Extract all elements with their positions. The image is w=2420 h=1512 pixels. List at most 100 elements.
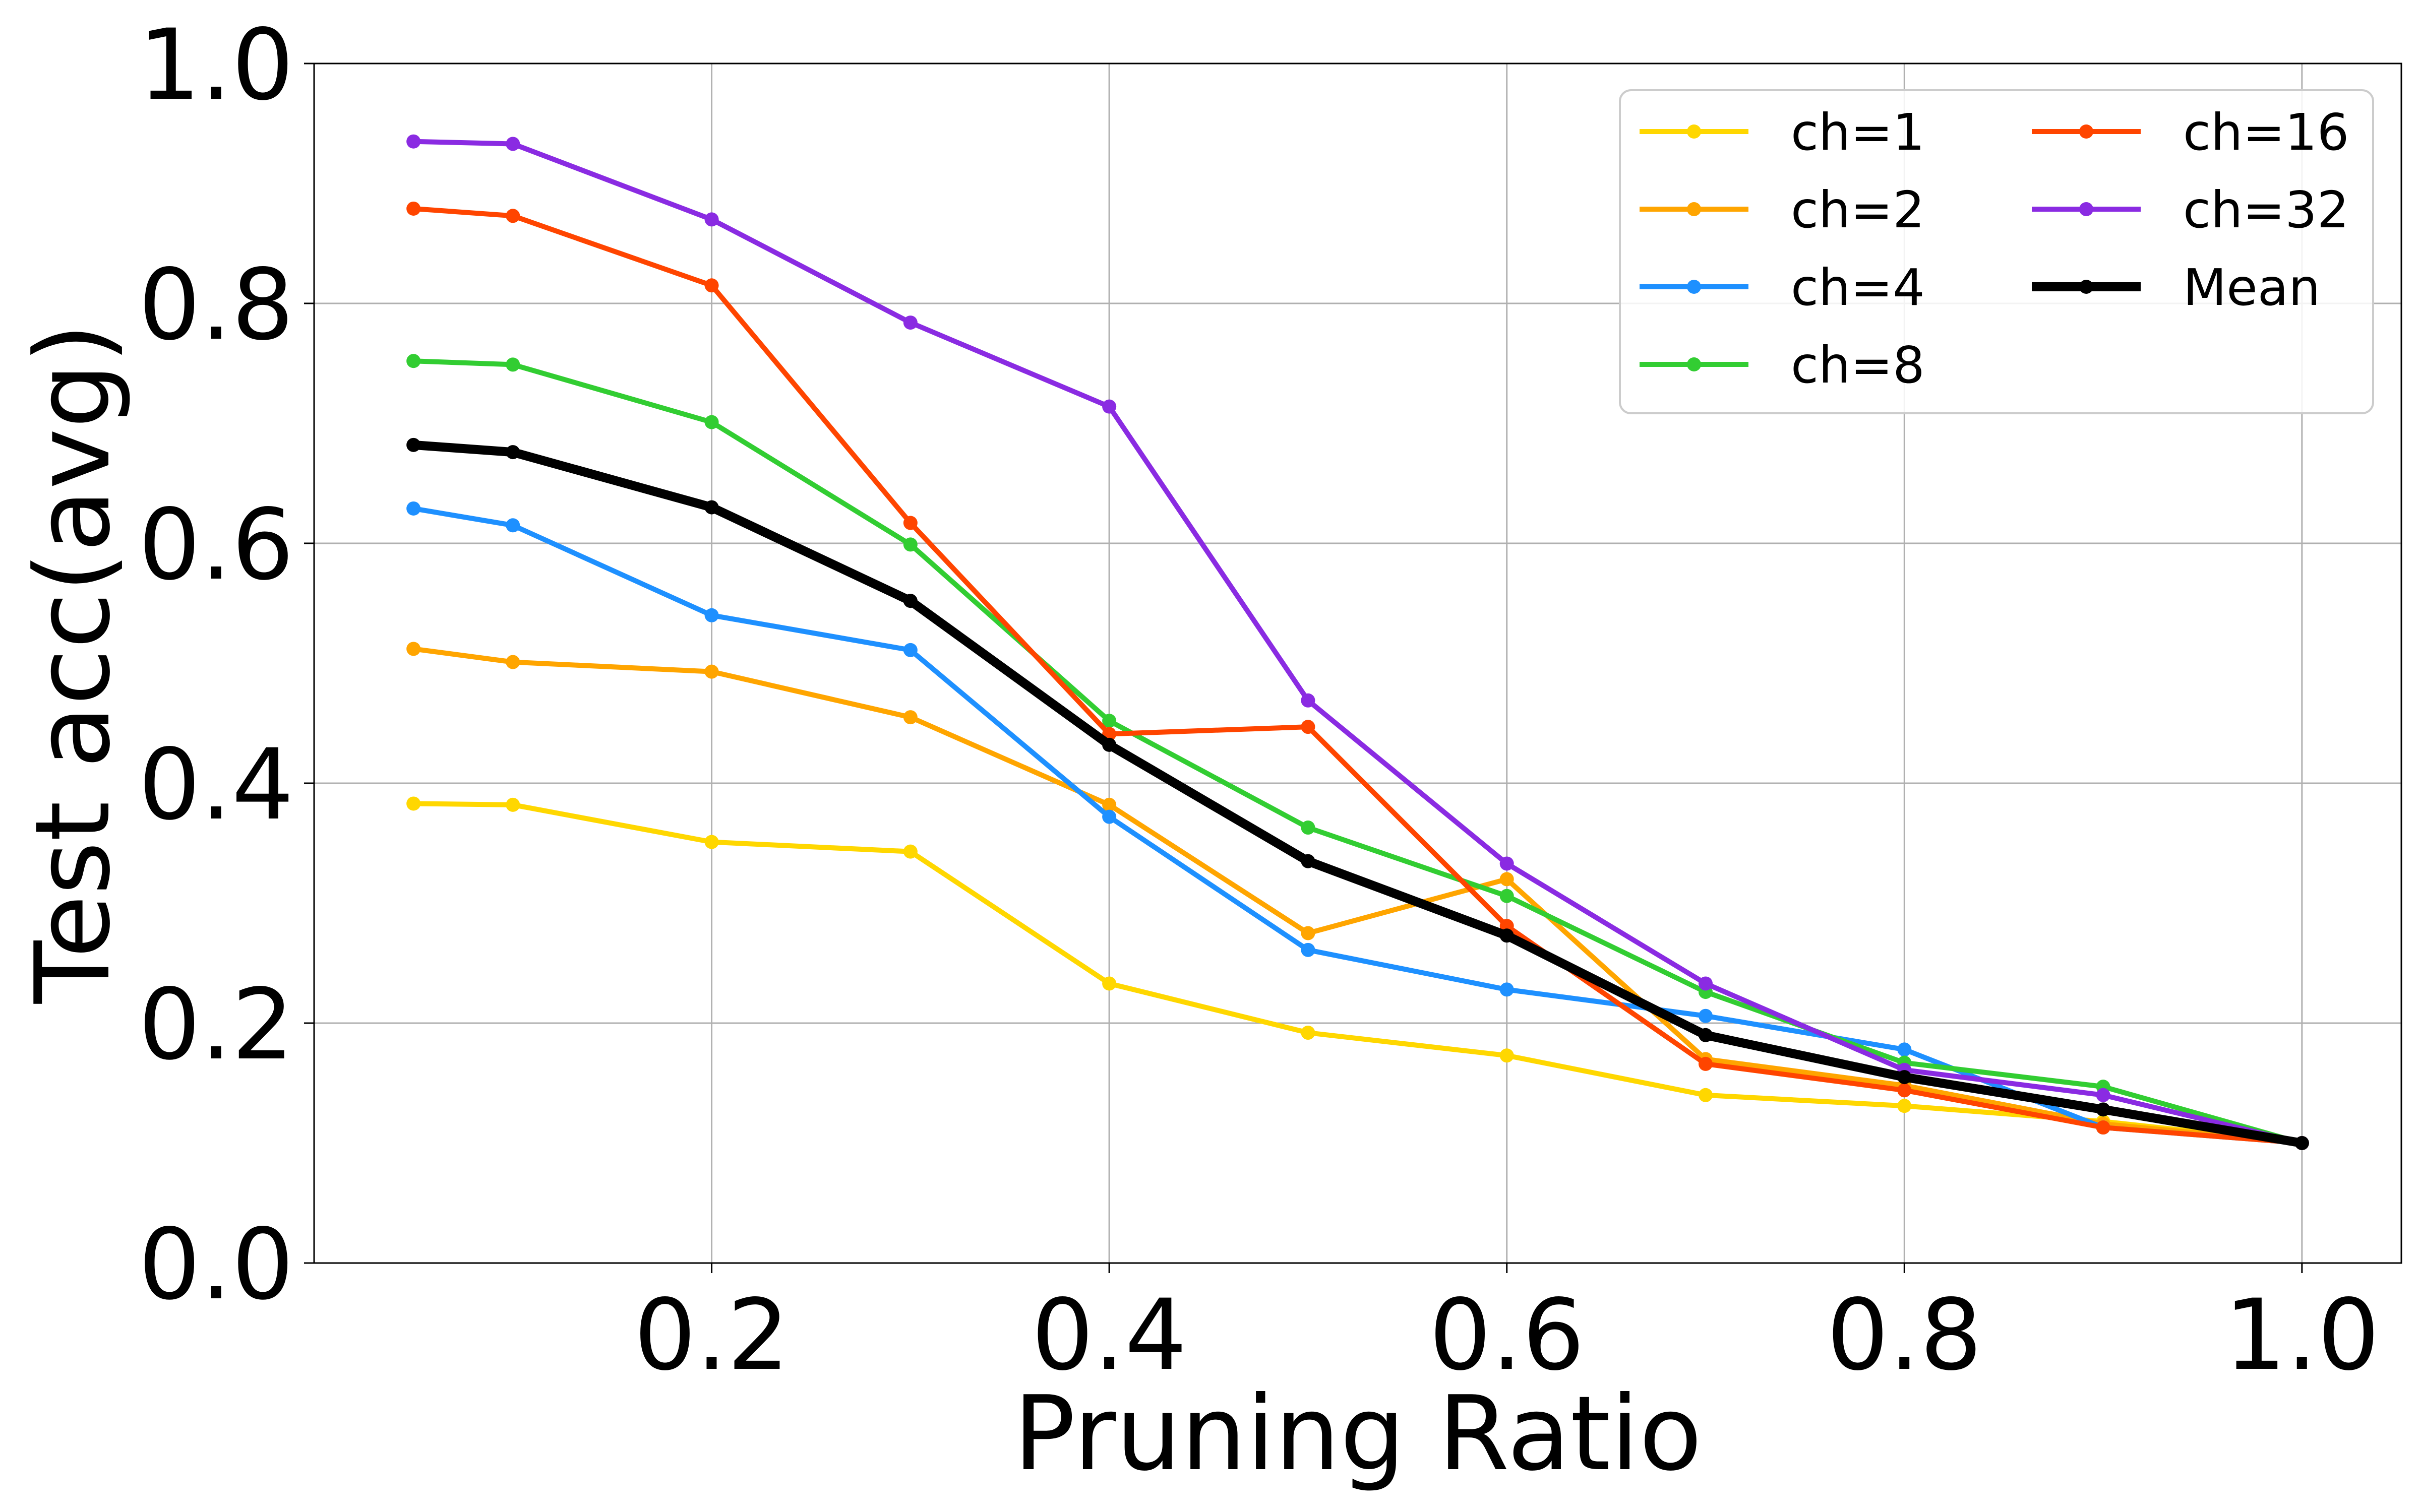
y-tick-label: 0.8 [138,248,294,362]
y-tick-label: 0.2 [138,968,294,1082]
data-point [1301,720,1315,734]
data-point [406,642,421,656]
legend-marker [2079,202,2093,216]
data-point [1301,1026,1315,1040]
data-point [1499,1048,1514,1063]
data-point [903,594,918,608]
x-tick-label: 1.0 [2224,1278,2380,1392]
data-point [1499,928,1514,943]
data-point [1102,976,1117,991]
x-tick-label: 0.8 [1827,1278,1982,1392]
data-point [2096,1102,2110,1117]
legend-marker [1687,280,1701,294]
data-point [1499,856,1514,871]
data-point [2294,1136,2309,1150]
data-point [903,516,918,530]
x-axis-label: Pruning Ratio [1013,1374,1702,1494]
legend-marker [2079,280,2093,294]
x-tick-label: 0.4 [1032,1278,1187,1392]
legend-item: ch=2 [1640,180,1925,239]
data-point [506,357,520,372]
data-point [1499,872,1514,887]
series-mean [406,437,2309,1150]
data-point [1102,399,1117,414]
data-point [1102,714,1117,728]
legend-label: ch=32 [2183,180,2349,239]
data-point [903,537,918,552]
data-point [1301,942,1315,957]
legend-label: ch=2 [1791,180,1925,239]
legend-marker [1687,124,1701,139]
data-point [506,137,520,151]
legend-item: ch=16 [2032,103,2349,162]
axis-ticks: 0.2 0.4 0.6 0.8 1.0 0.0 0.2 0.4 0.6 0.8 1.0 [138,8,2380,1392]
data-point [1301,821,1315,835]
data-point [704,278,719,293]
data-point [406,134,421,149]
data-point [2096,1120,2110,1135]
data-point [704,608,719,622]
data-point [1897,1083,1912,1098]
data-point [506,209,520,223]
x-tick-label: 0.2 [634,1278,790,1392]
data-point [406,354,421,368]
data-point [704,664,719,679]
data-point [506,655,520,669]
legend-label: Mean [2183,258,2320,317]
legend-item: ch=4 [1640,258,1925,317]
data-point [1699,1028,1713,1042]
data-point [903,710,918,725]
data-point [2096,1088,2110,1102]
legend-item: ch=32 [2032,180,2349,239]
data-point [704,415,719,429]
data-point [1897,1070,1912,1085]
legend-label: ch=1 [1791,103,1925,162]
data-point [1699,1056,1713,1071]
data-point [1102,797,1117,812]
data-point [406,796,421,811]
data-point [506,518,520,533]
series-layer [406,134,2309,1150]
data-point [704,835,719,849]
legend-marker [2079,124,2093,139]
data-point [406,501,421,516]
y-tick-label: 0.0 [138,1208,294,1321]
legend-item: Mean [2032,258,2320,317]
data-point [506,445,520,460]
plot-frame [313,62,2402,1264]
legend-marker [1687,357,1701,371]
legend-item: ch=1 [1640,103,1925,162]
data-point [1301,854,1315,868]
data-point [1699,976,1713,991]
data-point [704,212,719,227]
data-point [1499,889,1514,903]
x-tick-label: 0.6 [1429,1278,1585,1392]
data-point [1301,926,1315,940]
legend-label: ch=8 [1791,336,1925,395]
data-point [406,437,421,452]
data-point [1699,1088,1713,1102]
legend-item: ch=8 [1640,336,1925,395]
data-point [1301,693,1315,708]
data-point [1102,809,1117,824]
legend-marker [1687,202,1701,216]
data-point [1102,737,1117,752]
data-point [406,201,421,216]
legend: ch=1 ch=2 ch=4 ch=8 ch=16 ch=32 Mean [1619,89,2374,414]
data-point [1499,982,1514,997]
data-point [1699,1009,1713,1023]
y-tick-label: 0.4 [138,728,294,842]
data-point [1897,1042,1912,1057]
legend-label: ch=4 [1791,258,1925,317]
legend-label: ch=16 [2183,103,2349,162]
data-point [903,643,918,657]
data-point [506,797,520,812]
data-point [1897,1099,1912,1113]
y-tick-label: 1.0 [138,8,294,122]
y-axis-label: Test acc(avg) [14,323,133,1004]
data-point [704,500,719,515]
y-tick-label: 0.6 [138,488,294,602]
legend-box [1619,89,2374,414]
data-point [903,316,918,330]
